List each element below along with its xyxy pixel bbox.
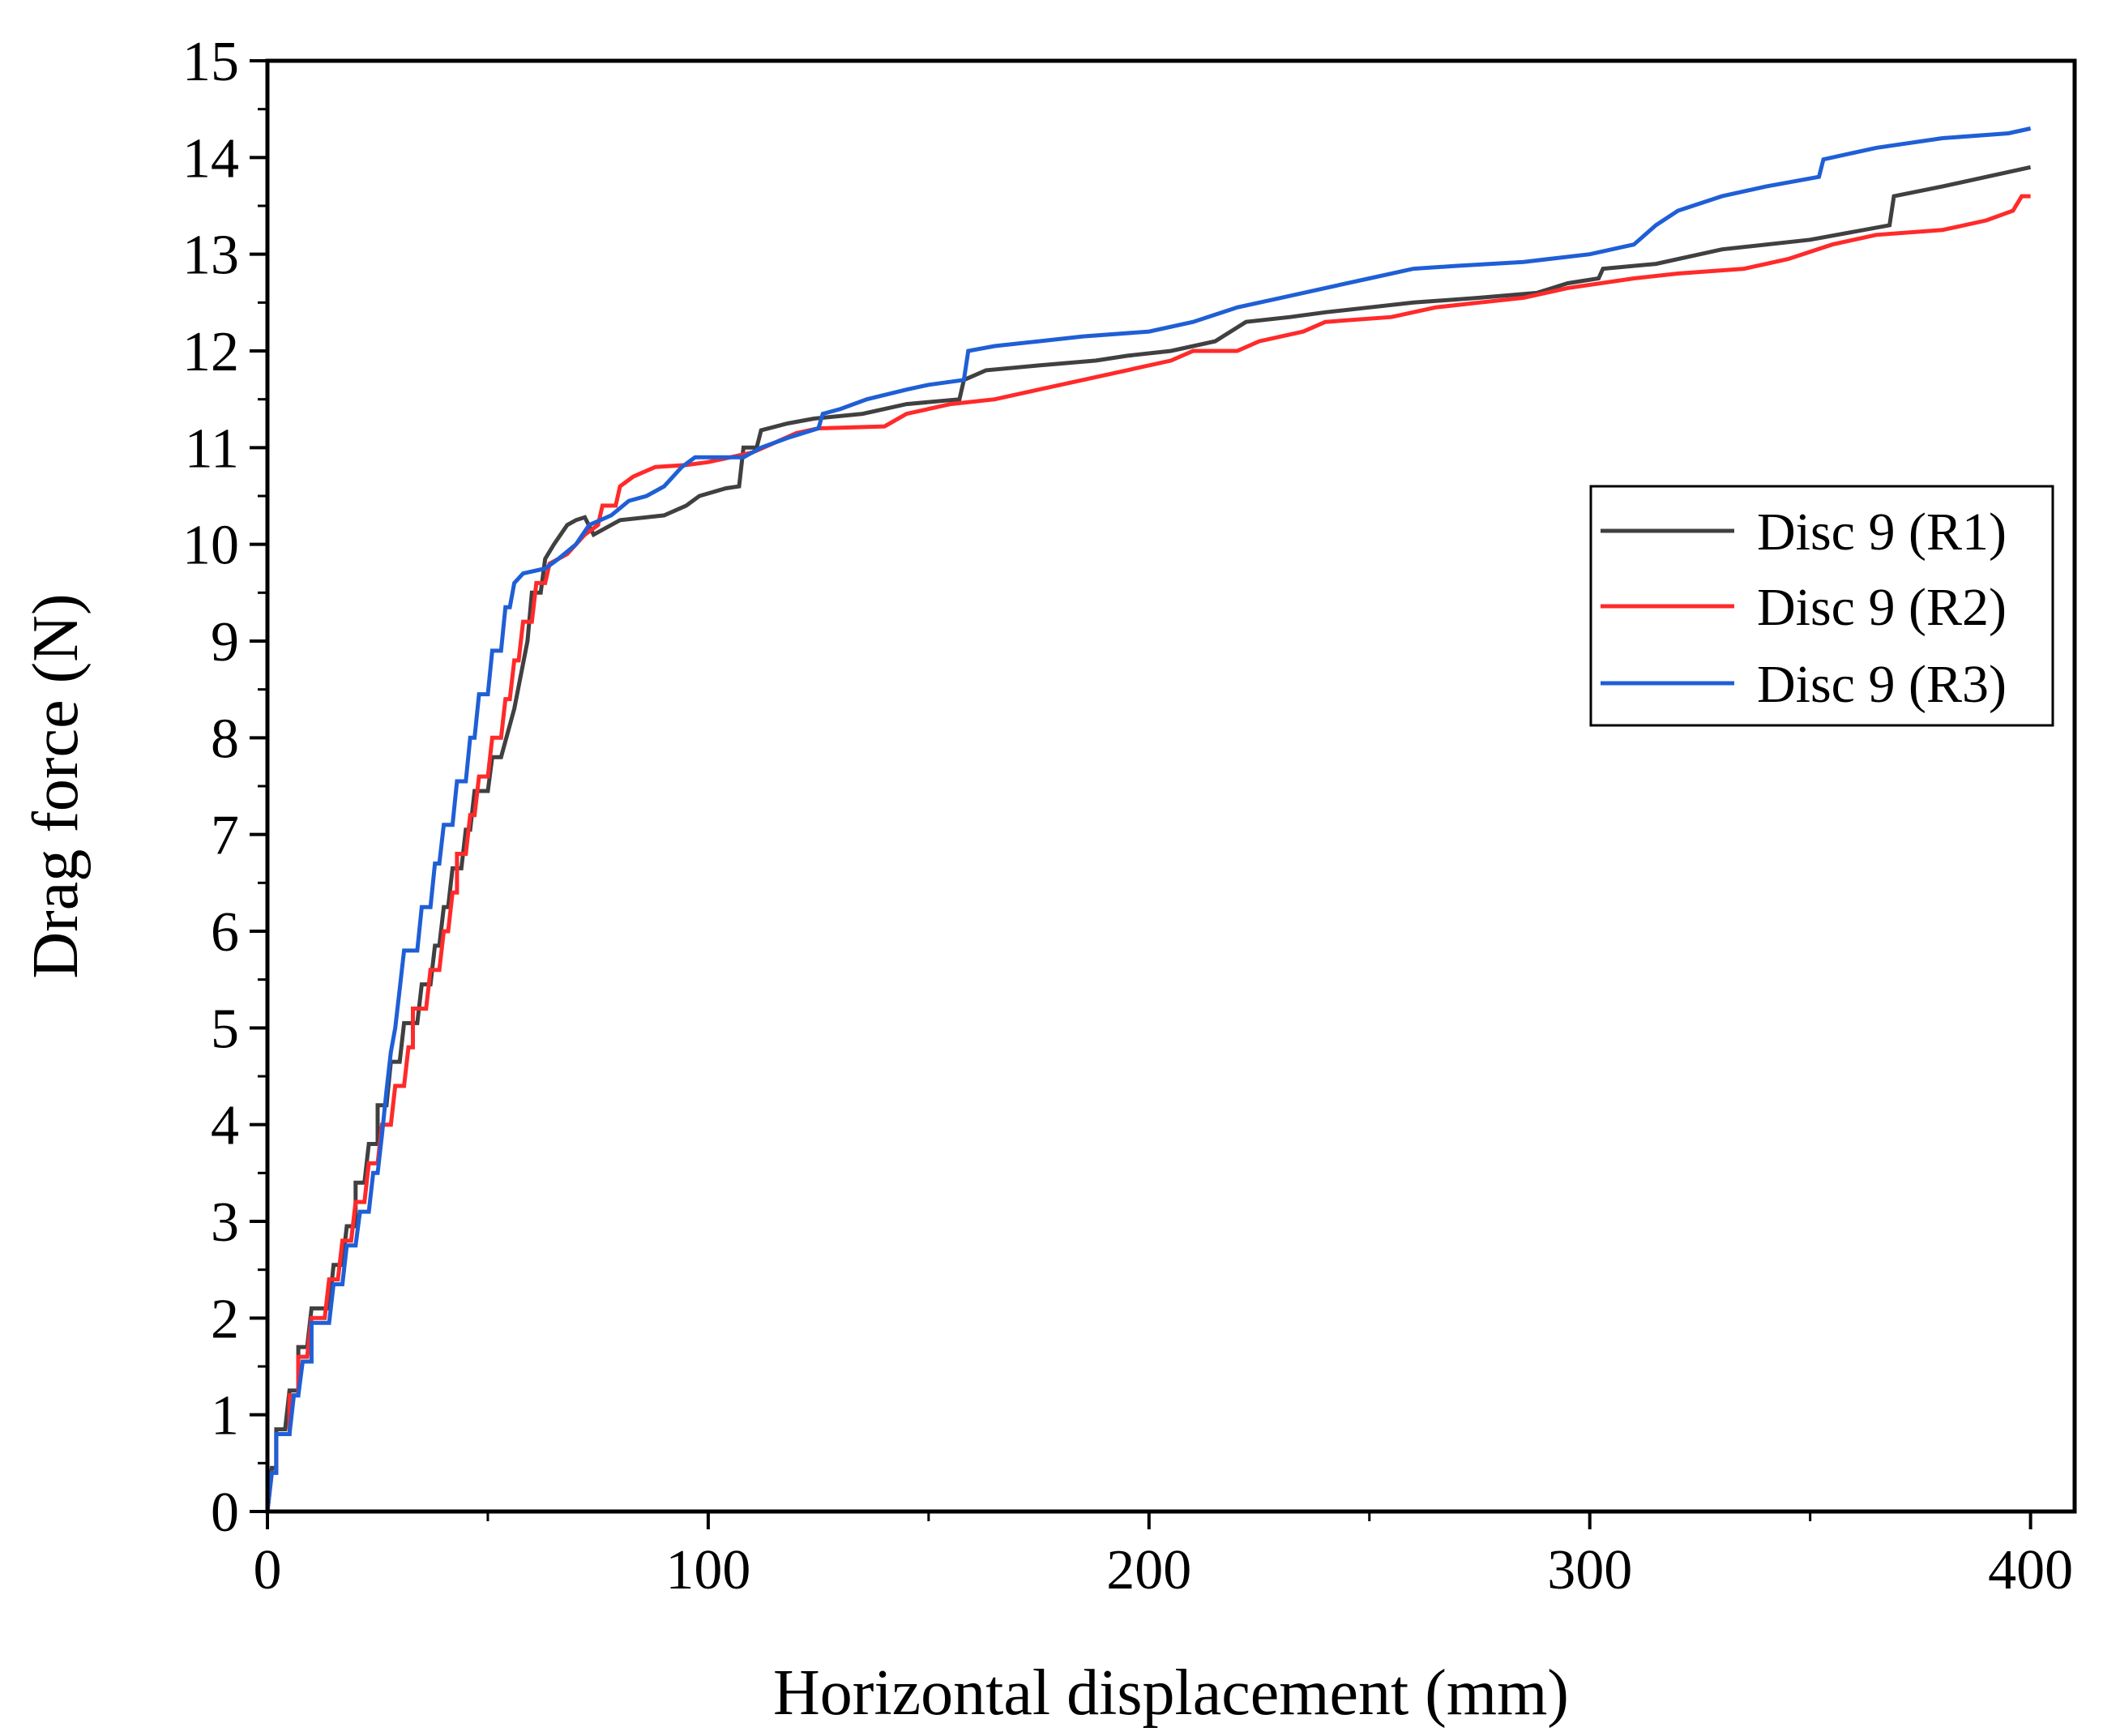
plot-frame bbox=[265, 58, 2077, 1514]
x-tick-label: 300 bbox=[1547, 1539, 1632, 1601]
x-tick-label: 0 bbox=[254, 1539, 282, 1601]
legend-label-r2: Disc 9 (R2) bbox=[1757, 578, 2007, 637]
y-tick-label: 7 bbox=[211, 805, 239, 867]
x-tick-label: 400 bbox=[1988, 1539, 2073, 1601]
series-line-r3 bbox=[265, 126, 2032, 1512]
y-tick-label: 14 bbox=[182, 127, 239, 190]
y-tick-label: 13 bbox=[182, 224, 239, 287]
y-tick-label: 10 bbox=[182, 515, 239, 577]
y-axis-title: Drag force (N) bbox=[20, 593, 92, 978]
y-tick-label: 11 bbox=[185, 417, 239, 480]
y-tick-label: 1 bbox=[211, 1385, 239, 1447]
y-tick-label: 2 bbox=[211, 1288, 239, 1350]
series-line-r2 bbox=[265, 194, 2031, 1512]
y-tick-label: 15 bbox=[182, 31, 239, 93]
y-tick-label: 3 bbox=[211, 1191, 239, 1254]
y-tick-label: 5 bbox=[211, 998, 239, 1060]
y-tick-label: 4 bbox=[211, 1095, 239, 1157]
legend: Disc 9 (R1) Disc 9 (R2) Disc 9 (R3) bbox=[1589, 485, 2054, 727]
y-tick-label: 0 bbox=[211, 1482, 239, 1544]
series-layer bbox=[265, 126, 2032, 1512]
x-tick-label: 100 bbox=[665, 1539, 750, 1601]
legend-label-r3: Disc 9 (R3) bbox=[1757, 655, 2007, 714]
x-axis-title: Horizontal displacement (mm) bbox=[773, 1657, 1569, 1729]
legend-label-r1: Disc 9 (R1) bbox=[1757, 502, 2007, 562]
y-tick-label: 6 bbox=[211, 901, 239, 964]
y-tick-label: 9 bbox=[211, 611, 239, 673]
y-tick-label: 8 bbox=[211, 708, 239, 770]
x-tick-label: 200 bbox=[1106, 1539, 1191, 1601]
y-tick-label: 12 bbox=[182, 321, 239, 383]
